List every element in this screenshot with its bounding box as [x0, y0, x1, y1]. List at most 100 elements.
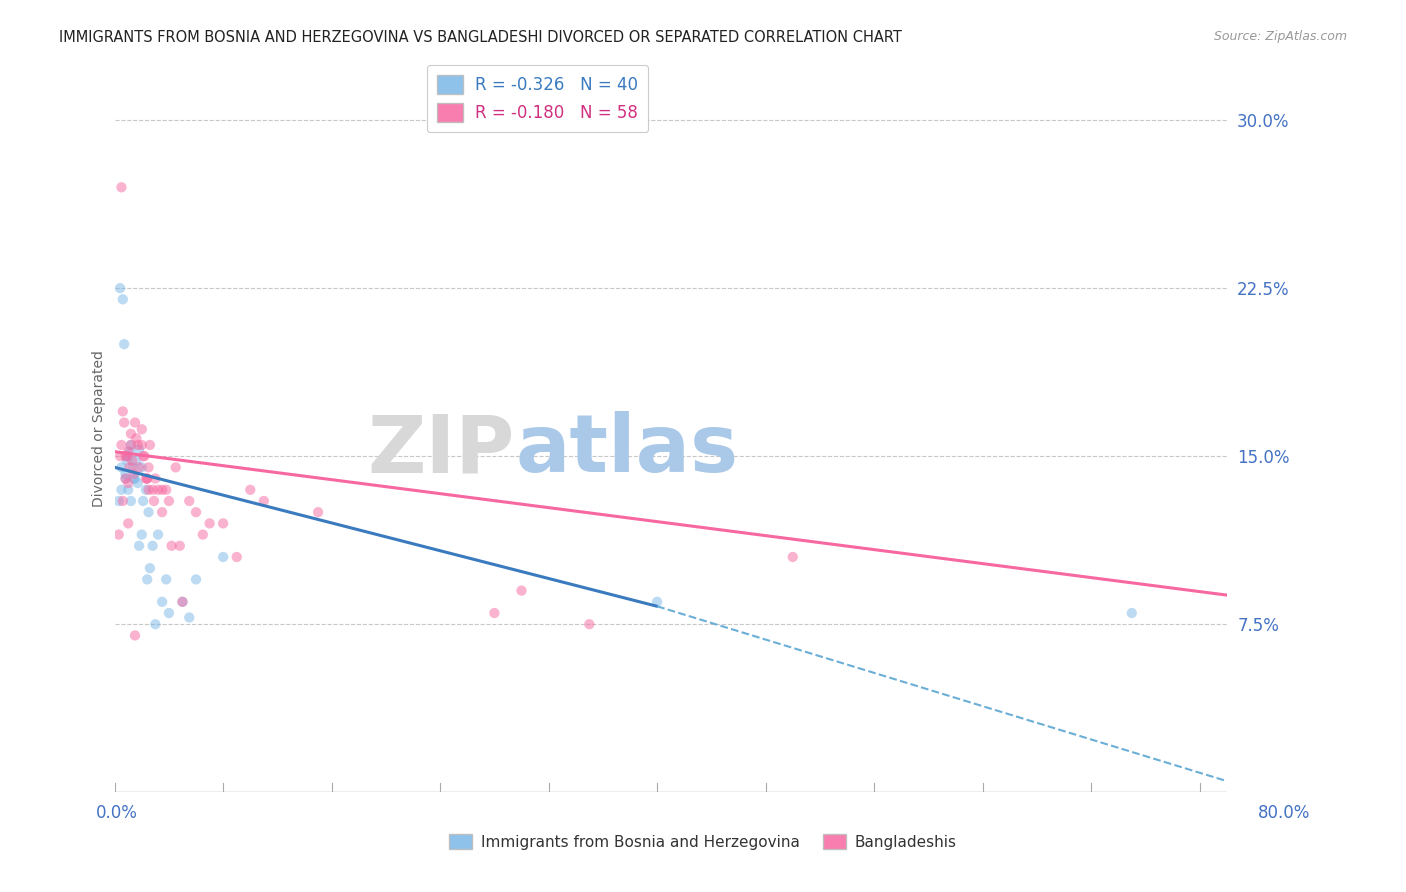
Text: atlas: atlas [515, 411, 738, 489]
Point [138, 460, 160, 475]
Point [107, 527, 129, 541]
Point [179, 494, 201, 508]
Point [578, 617, 600, 632]
Point [169, 539, 191, 553]
Point [124, 472, 146, 486]
Point [143, 494, 166, 508]
Point [136, 472, 159, 486]
Point [132, 494, 155, 508]
Point [179, 610, 201, 624]
Point [143, 472, 166, 486]
Point [124, 416, 146, 430]
Point [132, 449, 155, 463]
Point [117, 449, 139, 463]
Point [120, 438, 142, 452]
Legend: Immigrants from Bosnia and Herzegovina, Bangladeshis: Immigrants from Bosnia and Herzegovina, … [443, 828, 963, 855]
Point [146, 527, 169, 541]
Point [157, 494, 180, 508]
Point [110, 438, 132, 452]
Point [128, 442, 150, 457]
Point [115, 453, 138, 467]
Point [117, 476, 139, 491]
Point [115, 449, 138, 463]
Point [121, 453, 143, 467]
Point [118, 460, 141, 475]
Point [114, 467, 136, 481]
Point [120, 426, 142, 441]
Point [127, 476, 149, 491]
Point [110, 180, 132, 194]
Point [157, 606, 180, 620]
Point [124, 628, 146, 642]
Point [1121, 606, 1143, 620]
Point [198, 516, 221, 531]
Point [131, 438, 153, 452]
Point [138, 505, 160, 519]
Point [122, 467, 145, 481]
Point [120, 494, 142, 508]
Point [172, 595, 194, 609]
Text: IMMIGRANTS FROM BOSNIA AND HERZEGOVINA VS BANGLADESHI DIVORCED OR SEPARATED CORR: IMMIGRANTS FROM BOSNIA AND HERZEGOVINA V… [59, 30, 901, 45]
Point [191, 527, 214, 541]
Point [107, 494, 129, 508]
Text: 0.0%: 0.0% [96, 805, 138, 822]
Point [165, 460, 187, 475]
Point [127, 438, 149, 452]
Point [114, 472, 136, 486]
Point [307, 505, 329, 519]
Point [111, 494, 134, 508]
Point [253, 494, 276, 508]
Point [782, 549, 804, 564]
Point [172, 595, 194, 609]
Point [120, 438, 142, 452]
Point [645, 595, 668, 609]
Point [121, 460, 143, 475]
Point [135, 483, 157, 497]
Point [184, 505, 207, 519]
Text: Source: ZipAtlas.com: Source: ZipAtlas.com [1213, 30, 1347, 44]
Point [131, 527, 153, 541]
Point [484, 606, 506, 620]
Point [125, 453, 148, 467]
Point [114, 449, 136, 463]
Point [117, 516, 139, 531]
Point [136, 472, 159, 486]
Point [111, 404, 134, 418]
Point [142, 539, 165, 553]
Point [117, 483, 139, 497]
Point [114, 472, 136, 486]
Point [112, 416, 135, 430]
Legend: R = -0.326   N = 40, R = -0.180   N = 58: R = -0.326 N = 40, R = -0.180 N = 58 [426, 65, 648, 132]
Point [150, 483, 173, 497]
Point [128, 539, 150, 553]
Point [122, 472, 145, 486]
Point [212, 516, 235, 531]
Text: ZIP: ZIP [368, 411, 515, 489]
Point [117, 444, 139, 458]
Point [128, 460, 150, 475]
Point [142, 483, 165, 497]
Point [160, 539, 183, 553]
Point [139, 438, 162, 452]
Point [131, 422, 153, 436]
Point [143, 617, 166, 632]
Point [239, 483, 262, 497]
Point [150, 595, 173, 609]
Point [108, 449, 131, 463]
Point [125, 431, 148, 445]
Point [111, 293, 134, 307]
Point [108, 281, 131, 295]
Point [136, 573, 159, 587]
Point [112, 337, 135, 351]
Point [155, 483, 177, 497]
Point [184, 573, 207, 587]
Text: 80.0%: 80.0% [1258, 805, 1310, 822]
Point [138, 483, 160, 497]
Point [135, 472, 157, 486]
Point [134, 449, 156, 463]
Point [225, 549, 247, 564]
Point [146, 483, 169, 497]
Point [155, 573, 177, 587]
Point [150, 505, 173, 519]
Point [139, 561, 162, 575]
